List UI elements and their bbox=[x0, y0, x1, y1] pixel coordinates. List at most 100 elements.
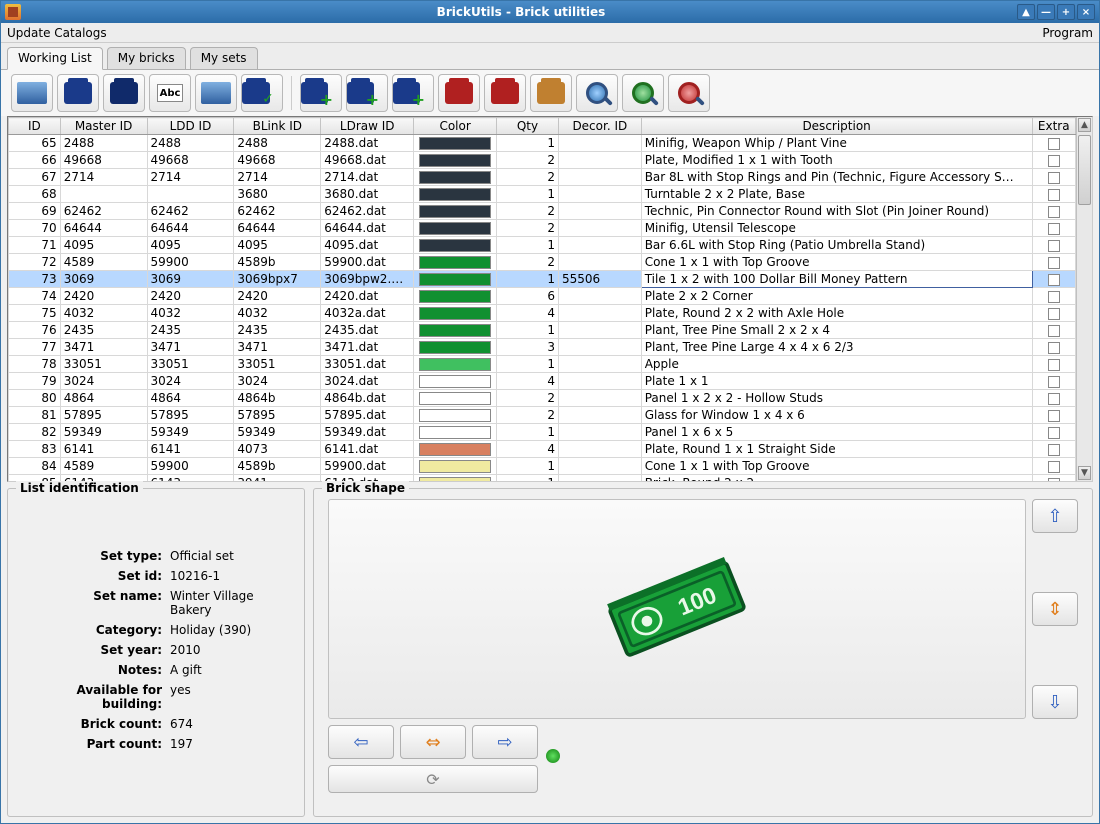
extra-checkbox[interactable] bbox=[1048, 359, 1060, 371]
extra-checkbox[interactable] bbox=[1048, 274, 1060, 286]
table-row[interactable]: 8157895578955789557895.dat2Glass for Win… bbox=[9, 407, 1076, 424]
col-header-ldraw-id[interactable]: LDraw ID bbox=[321, 118, 414, 135]
table-row[interactable]: 714095409540954095.dat1Bar 6.6L with Sto… bbox=[9, 237, 1076, 254]
table-row[interactable]: 672714271427142714.dat2Bar 8L with Stop … bbox=[9, 169, 1076, 186]
tab-my-bricks[interactable]: My bricks bbox=[107, 47, 186, 69]
table-row[interactable]: 6649668496684966849668.dat2Plate, Modifi… bbox=[9, 152, 1076, 169]
extra-checkbox[interactable] bbox=[1048, 257, 1060, 269]
col-header-id[interactable]: ID bbox=[9, 118, 61, 135]
table-row[interactable]: 742420242024202420.dat6Plate 2 x 2 Corne… bbox=[9, 288, 1076, 305]
table-row[interactable]: 6962462624626246262462.dat2Technic, Pin … bbox=[9, 203, 1076, 220]
description-cell: Cone 1 x 1 with Top Groove bbox=[641, 458, 1032, 475]
tool-brick-blue-2[interactable] bbox=[103, 74, 145, 112]
minimize-button[interactable]: — bbox=[1037, 4, 1055, 20]
col-header-qty[interactable]: Qty bbox=[496, 118, 558, 135]
table-row[interactable]: 724589599004589b59900.dat2Cone 1 x 1 wit… bbox=[9, 254, 1076, 271]
extra-checkbox[interactable] bbox=[1048, 172, 1060, 184]
table-row[interactable]: 793024302430243024.dat4Plate 1 x 1 bbox=[9, 373, 1076, 390]
extra-checkbox[interactable] bbox=[1048, 376, 1060, 388]
col-header-master-id[interactable]: Master ID bbox=[60, 118, 147, 135]
table-row[interactable]: 844589599004589b59900.dat1Cone 1 x 1 wit… bbox=[9, 458, 1076, 475]
rotate-horiz-button[interactable]: ⇔ bbox=[400, 725, 466, 759]
table-row[interactable]: 773471347134713471.dat3Plant, Tree Pine … bbox=[9, 339, 1076, 356]
scroll-thumb[interactable] bbox=[1078, 135, 1091, 205]
extra-checkbox[interactable] bbox=[1048, 223, 1060, 235]
extra-checkbox[interactable] bbox=[1048, 325, 1060, 337]
scroll-up-arrow[interactable]: ▲ bbox=[1078, 118, 1091, 132]
color-swatch bbox=[419, 409, 491, 422]
table-scrollbar[interactable]: ▲ ▼ bbox=[1076, 117, 1092, 481]
menu-program[interactable]: Program bbox=[1042, 26, 1093, 40]
rotate-down-button[interactable]: ⇩ bbox=[1032, 685, 1078, 719]
tool-brick-blue-check[interactable]: ✓ bbox=[241, 74, 283, 112]
info-label: Available for building: bbox=[22, 683, 162, 711]
rollup-button[interactable]: ▲ bbox=[1017, 4, 1035, 20]
color-swatch bbox=[419, 307, 491, 320]
color-swatch bbox=[419, 137, 491, 150]
table-row[interactable]: 762435243524352435.dat1Plant, Tree Pine … bbox=[9, 322, 1076, 339]
table-row[interactable]: 6836803680.dat1Turntable 2 x 2 Plate, Ba… bbox=[9, 186, 1076, 203]
extra-checkbox[interactable] bbox=[1048, 393, 1060, 405]
extra-checkbox[interactable] bbox=[1048, 138, 1060, 150]
col-header-blink-id[interactable]: BLink ID bbox=[234, 118, 321, 135]
tool-brick-blue-1[interactable] bbox=[57, 74, 99, 112]
app-icon bbox=[5, 4, 21, 20]
rotate-up-button[interactable]: ⇧ bbox=[1032, 499, 1078, 533]
tab-working-list[interactable]: Working List bbox=[7, 47, 103, 70]
tool-brick-ochre[interactable] bbox=[530, 74, 572, 112]
extra-checkbox[interactable] bbox=[1048, 427, 1060, 439]
tool-import-set[interactable] bbox=[11, 74, 53, 112]
table-row[interactable]: 836141614140736141.dat4Plate, Round 1 x … bbox=[9, 441, 1076, 458]
menu-update-catalogs[interactable]: Update Catalogs bbox=[7, 26, 107, 40]
color-swatch bbox=[419, 324, 491, 337]
table-row[interactable]: 7833051330513305133051.dat1Apple bbox=[9, 356, 1076, 373]
extra-checkbox[interactable] bbox=[1048, 308, 1060, 320]
col-header-description[interactable]: Description bbox=[641, 118, 1032, 135]
table-row[interactable]: 8259349593495934959349.dat1Panel 1 x 6 x… bbox=[9, 424, 1076, 441]
color-swatch bbox=[419, 375, 491, 388]
col-header-decor-id[interactable]: Decor. ID bbox=[559, 118, 642, 135]
tool-search-blue[interactable] bbox=[576, 74, 618, 112]
maximize-button[interactable]: + bbox=[1057, 4, 1075, 20]
table-row[interactable]: 80486448644864b4864b.dat2Panel 1 x 2 x 2… bbox=[9, 390, 1076, 407]
extra-checkbox[interactable] bbox=[1048, 206, 1060, 218]
close-button[interactable]: × bbox=[1077, 4, 1095, 20]
extra-checkbox[interactable] bbox=[1048, 478, 1060, 482]
description-cell: Panel 1 x 2 x 2 - Hollow Studs bbox=[641, 390, 1032, 407]
extra-checkbox[interactable] bbox=[1048, 240, 1060, 252]
extra-checkbox[interactable] bbox=[1048, 410, 1060, 422]
color-swatch bbox=[419, 222, 491, 235]
table-row[interactable]: 754032403240324032a.dat4Plate, Round 2 x… bbox=[9, 305, 1076, 322]
table-row[interactable]: 652488248824882488.dat1Minifig, Weapon W… bbox=[9, 135, 1076, 152]
tool-brick-add-1[interactable]: + bbox=[300, 74, 342, 112]
rotate-left-button[interactable]: ⇦ bbox=[328, 725, 394, 759]
tool-abc[interactable]: Abc bbox=[149, 74, 191, 112]
description-cell: Panel 1 x 6 x 5 bbox=[641, 424, 1032, 441]
table-row[interactable]: 7064644646446464464644.dat2Minifig, Uten… bbox=[9, 220, 1076, 237]
extra-checkbox[interactable] bbox=[1048, 291, 1060, 303]
extra-checkbox[interactable] bbox=[1048, 155, 1060, 167]
extra-checkbox[interactable] bbox=[1048, 461, 1060, 473]
tool-brick-add-2[interactable]: + bbox=[346, 74, 388, 112]
table-row[interactable]: 856143614339416143.dat1Brick, Round 2 x … bbox=[9, 475, 1076, 482]
col-header-extra[interactable]: Extra bbox=[1032, 118, 1075, 135]
extra-checkbox[interactable] bbox=[1048, 189, 1060, 201]
reload-button[interactable]: ⟳ bbox=[328, 765, 538, 793]
rotate-vert-button[interactable]: ⇕ bbox=[1032, 592, 1078, 626]
tool-search-red[interactable] bbox=[668, 74, 710, 112]
col-header-color[interactable]: Color bbox=[414, 118, 497, 135]
tool-brick-image-2[interactable] bbox=[195, 74, 237, 112]
tool-brick-add-3[interactable]: + bbox=[392, 74, 434, 112]
tool-brick-red-1[interactable] bbox=[438, 74, 480, 112]
col-header-ldd-id[interactable]: LDD ID bbox=[147, 118, 234, 135]
app-window: BrickUtils - Brick utilities ▲ — + × Upd… bbox=[0, 0, 1100, 824]
rotate-right-button[interactable]: ⇨ bbox=[472, 725, 538, 759]
table-row[interactable]: 73306930693069bpx73069bpw2.…155506Tile 1… bbox=[9, 271, 1076, 288]
extra-checkbox[interactable] bbox=[1048, 342, 1060, 354]
tool-search-green[interactable] bbox=[622, 74, 664, 112]
extra-checkbox[interactable] bbox=[1048, 444, 1060, 456]
tool-brick-red-2[interactable] bbox=[484, 74, 526, 112]
description-cell: Minifig, Utensil Telescope bbox=[641, 220, 1032, 237]
tab-my-sets[interactable]: My sets bbox=[190, 47, 258, 69]
scroll-down-arrow[interactable]: ▼ bbox=[1078, 466, 1091, 480]
